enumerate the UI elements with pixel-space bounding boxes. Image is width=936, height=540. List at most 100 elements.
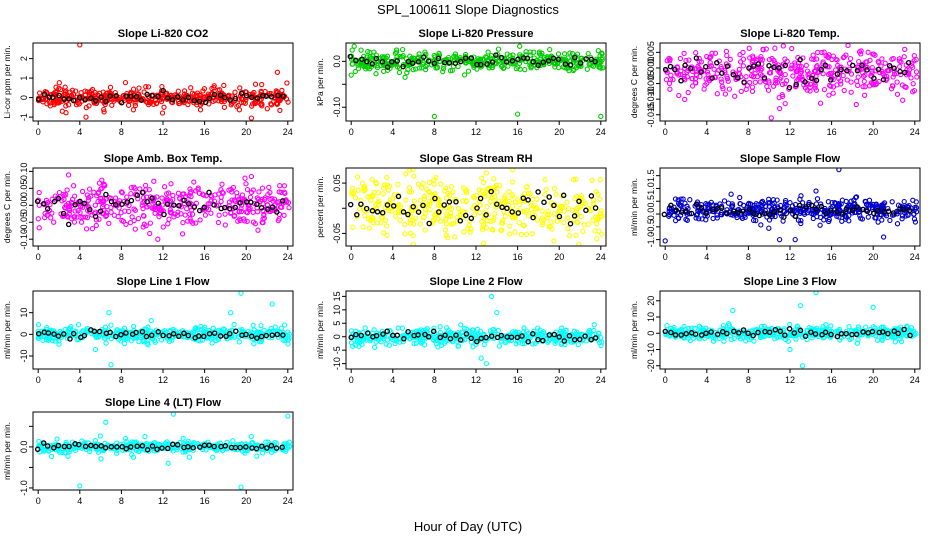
background-point bbox=[147, 230, 153, 237]
ambient-point bbox=[719, 70, 725, 76]
y-tick-label: -0.5 bbox=[646, 219, 656, 235]
background-point bbox=[384, 337, 391, 343]
ambient-point bbox=[118, 331, 124, 338]
ambient-point bbox=[864, 67, 870, 73]
ambient-point bbox=[524, 55, 531, 61]
background-point bbox=[56, 449, 63, 455]
background-point bbox=[95, 189, 102, 196]
ambient-point bbox=[792, 213, 799, 219]
background-point bbox=[499, 227, 505, 233]
ambient-point bbox=[777, 207, 783, 213]
ambient-point bbox=[353, 331, 359, 338]
y-tick-label: -10 bbox=[332, 357, 342, 370]
background-point bbox=[880, 70, 886, 76]
background-point bbox=[495, 46, 502, 52]
background-point bbox=[285, 99, 291, 105]
x-tick-label: 0 bbox=[36, 252, 41, 262]
background-point bbox=[596, 64, 602, 70]
background-point bbox=[840, 72, 846, 79]
ambient-point bbox=[661, 211, 668, 218]
background-point bbox=[911, 216, 918, 222]
y-tick-label: -5 bbox=[332, 346, 342, 354]
ambient-point bbox=[92, 213, 99, 220]
background-point bbox=[678, 196, 684, 202]
y-tick-label: 1.0 bbox=[646, 182, 656, 195]
outlier-point bbox=[274, 69, 281, 75]
y-tick-label: 10 bbox=[646, 312, 656, 322]
ambient-point bbox=[453, 199, 459, 205]
background-point bbox=[766, 78, 772, 84]
ambient-point bbox=[698, 205, 705, 211]
panel-3: Slope Li-820 Temp.degrees C per min.0 4 8 1… bbox=[629, 28, 921, 137]
ambient-point bbox=[682, 62, 688, 69]
background-point bbox=[590, 217, 596, 223]
background-point bbox=[551, 185, 558, 192]
background-point bbox=[192, 325, 199, 331]
background-point bbox=[708, 63, 714, 69]
background-point bbox=[502, 195, 508, 202]
data-points bbox=[35, 43, 291, 121]
background-point bbox=[561, 51, 568, 57]
background-point bbox=[561, 208, 567, 214]
background-point bbox=[712, 74, 718, 80]
background-point bbox=[752, 79, 759, 85]
background-point bbox=[396, 202, 402, 208]
ambient-point bbox=[776, 65, 782, 71]
background-point bbox=[64, 187, 70, 193]
ambient-point bbox=[875, 66, 882, 73]
background-point bbox=[162, 327, 168, 334]
ambient-point bbox=[164, 95, 171, 101]
background-point bbox=[351, 43, 357, 49]
ambient-point bbox=[797, 202, 803, 209]
background-point bbox=[114, 450, 120, 456]
background-point bbox=[141, 213, 147, 219]
background-point bbox=[724, 52, 730, 59]
background-point bbox=[585, 50, 591, 57]
background-point bbox=[248, 189, 255, 196]
outlier-point bbox=[776, 236, 783, 243]
background-point bbox=[790, 73, 796, 79]
background-point bbox=[501, 209, 507, 215]
background-point bbox=[215, 219, 222, 226]
ambient-point bbox=[260, 93, 266, 99]
background-point bbox=[418, 185, 425, 191]
background-point bbox=[248, 433, 254, 440]
background-point bbox=[858, 215, 864, 221]
ambient-point bbox=[269, 332, 275, 338]
background-point bbox=[404, 70, 410, 76]
background-point bbox=[461, 72, 468, 78]
background-point bbox=[512, 229, 518, 235]
ambient-point bbox=[119, 201, 125, 207]
ambient-point bbox=[436, 209, 442, 215]
figure-xlabel: Hour of Day (UTC) bbox=[414, 519, 522, 534]
background-point bbox=[574, 51, 581, 57]
background-point bbox=[458, 322, 464, 328]
background-point bbox=[381, 182, 387, 188]
y-tick-label: 0 bbox=[19, 332, 29, 337]
ambient-point bbox=[358, 201, 364, 207]
background-point bbox=[772, 45, 778, 51]
background-point bbox=[54, 98, 61, 104]
ambient-point bbox=[462, 212, 469, 219]
background-point bbox=[681, 73, 687, 80]
background-point bbox=[842, 212, 848, 218]
background-point bbox=[782, 71, 788, 78]
background-point bbox=[869, 68, 875, 74]
ambient-point bbox=[890, 210, 897, 216]
ambient-point bbox=[364, 330, 371, 336]
background-point bbox=[751, 338, 757, 344]
background-point bbox=[758, 222, 764, 228]
background-point bbox=[844, 77, 850, 83]
ambient-point bbox=[446, 60, 453, 66]
background-point bbox=[545, 208, 551, 214]
background-point bbox=[74, 337, 80, 343]
background-point bbox=[432, 211, 438, 218]
background-point bbox=[281, 322, 288, 328]
ambient-point bbox=[698, 69, 704, 75]
background-point bbox=[410, 241, 416, 246]
background-point bbox=[840, 54, 847, 61]
x-tick-label: 16 bbox=[827, 252, 837, 262]
y-tick-label: -0.10 bbox=[332, 97, 342, 118]
background-point bbox=[349, 191, 355, 197]
